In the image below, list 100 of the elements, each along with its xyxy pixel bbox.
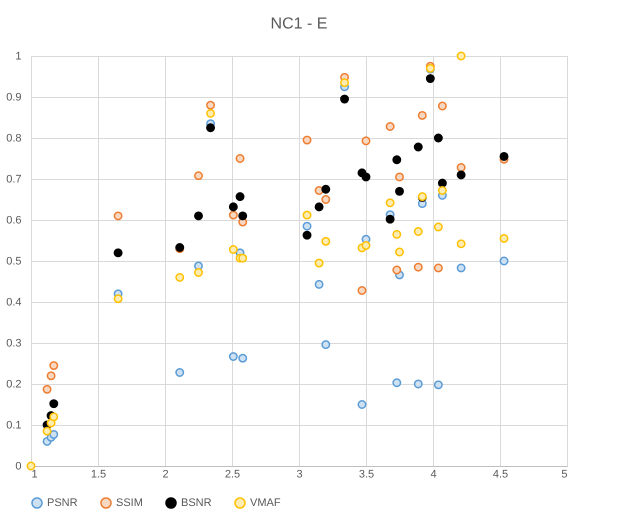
point xyxy=(414,227,423,236)
point xyxy=(49,361,58,370)
point xyxy=(358,400,366,409)
point xyxy=(456,163,466,172)
point xyxy=(314,202,324,212)
x-tick-label: 3.5 xyxy=(358,468,374,480)
point xyxy=(42,384,52,394)
point xyxy=(340,94,350,104)
y-tick-label: 0.6 xyxy=(6,214,22,226)
point xyxy=(386,198,395,208)
point xyxy=(49,430,58,439)
point xyxy=(26,462,36,470)
point xyxy=(206,108,216,118)
point xyxy=(456,239,466,248)
y-tick-label: 0 xyxy=(15,460,22,472)
point xyxy=(414,142,423,152)
point xyxy=(114,248,123,258)
point xyxy=(314,258,324,268)
point xyxy=(321,184,330,194)
point xyxy=(228,245,238,254)
y-tick-label: 0.8 xyxy=(6,132,22,144)
point xyxy=(175,368,184,377)
point xyxy=(386,214,395,224)
point xyxy=(321,340,330,350)
point xyxy=(434,264,443,272)
point xyxy=(206,100,216,110)
legend-label: VMAF xyxy=(250,497,281,509)
point xyxy=(456,170,466,180)
x-tick-label: 4.5 xyxy=(492,468,508,480)
point xyxy=(456,264,466,272)
y-tick-label: 0.9 xyxy=(6,92,22,104)
x-tick-label: 2 xyxy=(162,468,169,480)
point xyxy=(206,123,216,132)
point xyxy=(302,136,312,144)
y-tick-label: 0.1 xyxy=(6,420,22,432)
point xyxy=(392,266,402,274)
point xyxy=(42,426,52,436)
point xyxy=(426,74,435,83)
y-tick-label: 0.7 xyxy=(6,174,22,186)
point xyxy=(438,102,447,110)
legend-label: PSNR xyxy=(47,497,78,509)
point xyxy=(500,152,508,161)
point xyxy=(194,211,203,220)
point xyxy=(114,211,123,220)
point xyxy=(362,172,370,182)
point xyxy=(302,222,312,231)
point xyxy=(392,378,402,388)
point xyxy=(175,272,184,282)
y-tick-label: 0.5 xyxy=(6,256,22,268)
point xyxy=(238,211,248,220)
y-tick-label: 0.2 xyxy=(6,378,22,390)
point xyxy=(321,236,330,246)
point xyxy=(238,354,248,363)
point xyxy=(49,399,58,408)
y-tick-label: 1 xyxy=(15,50,22,62)
point xyxy=(414,380,423,388)
point xyxy=(358,286,366,295)
point xyxy=(238,254,248,263)
point xyxy=(236,192,244,202)
point xyxy=(395,248,404,256)
x-tick-label: 2.5 xyxy=(224,468,240,480)
point xyxy=(321,195,330,204)
point xyxy=(414,262,423,272)
point xyxy=(314,280,324,289)
point xyxy=(46,371,56,380)
point xyxy=(500,256,508,266)
point xyxy=(302,210,312,220)
point xyxy=(386,122,395,131)
point xyxy=(456,52,466,60)
point xyxy=(500,234,508,243)
point xyxy=(362,136,370,146)
legend-label: BSNR xyxy=(181,497,212,509)
point xyxy=(302,230,312,240)
point xyxy=(395,172,404,182)
point xyxy=(434,380,443,390)
x-tick-label: 3 xyxy=(296,468,303,480)
x-tick-label: 4 xyxy=(430,468,437,480)
y-tick-label: 0.4 xyxy=(6,296,22,308)
point xyxy=(392,155,402,164)
point xyxy=(434,134,443,142)
point xyxy=(434,222,443,232)
x-tick-label: 1.5 xyxy=(90,468,106,480)
point xyxy=(418,111,427,120)
x-tick-label: 1 xyxy=(32,468,38,480)
point xyxy=(362,240,370,250)
chart-title: NC1 - E xyxy=(270,15,328,32)
x-tick-label: 5 xyxy=(561,468,568,480)
point xyxy=(438,186,447,195)
point xyxy=(395,186,404,196)
point xyxy=(228,352,238,361)
point xyxy=(194,171,203,180)
point xyxy=(228,210,238,220)
point xyxy=(236,154,244,163)
y-tick-label: 0.3 xyxy=(6,338,22,350)
point xyxy=(114,294,123,304)
point xyxy=(438,178,447,188)
point xyxy=(49,412,58,422)
point xyxy=(228,202,238,212)
legend-label: SSIM xyxy=(116,497,143,509)
point xyxy=(340,78,350,88)
